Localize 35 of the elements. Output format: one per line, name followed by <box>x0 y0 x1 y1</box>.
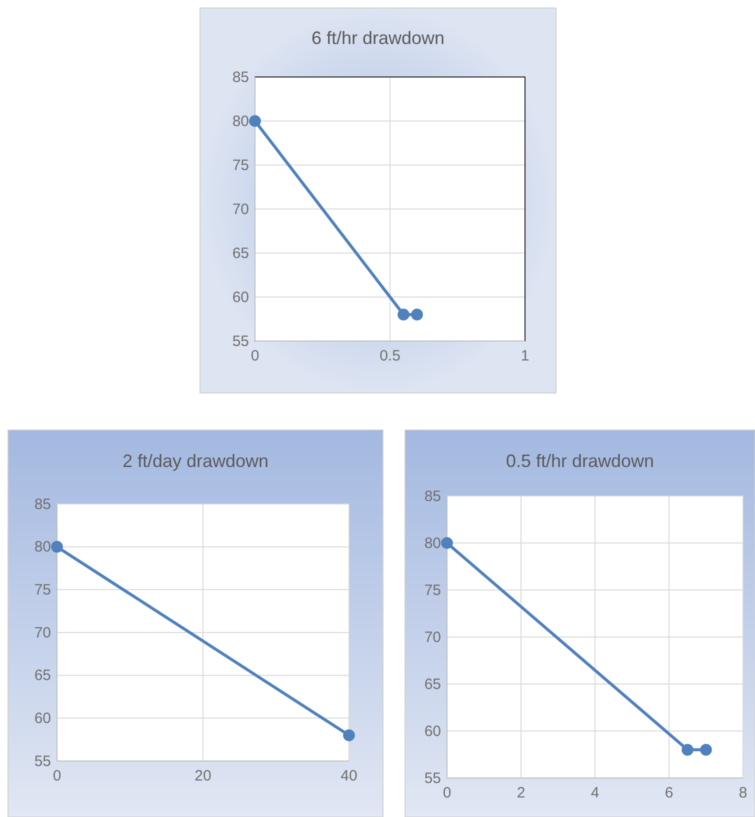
y-tick-label: 85 <box>232 68 249 86</box>
chart-title: 2 ft/day drawdown <box>122 451 269 471</box>
x-tick-label: 0 <box>250 348 260 365</box>
y-tick-label: 60 <box>232 288 249 306</box>
y-tick-label: 85 <box>34 496 51 513</box>
chart-title: 6 ft/hr drawdown <box>311 28 445 48</box>
y-tick-label: 55 <box>232 332 249 350</box>
y-tick-label: 70 <box>34 624 51 642</box>
y-tick-label: 80 <box>232 112 249 130</box>
x-tick-label: 1 <box>520 348 530 365</box>
x-tick-label: 20 <box>194 768 212 785</box>
y-tick-label: 75 <box>424 582 441 599</box>
y-tick-label: 65 <box>34 667 51 684</box>
y-tick-label: 55 <box>424 770 441 787</box>
x-tick-label: 0 <box>52 768 62 785</box>
x-tick-label: 0 <box>442 784 452 802</box>
y-tick-label: 70 <box>232 200 249 218</box>
y-tick-label: 60 <box>424 722 441 740</box>
y-tick-label: 60 <box>34 710 51 727</box>
y-tick-label: 70 <box>424 628 441 646</box>
x-tick-label: 0.5 <box>380 348 400 365</box>
x-tick-label: 6 <box>664 784 674 802</box>
x-tick-label: 4 <box>590 784 600 802</box>
y-tick-label: 75 <box>34 581 51 598</box>
y-tick-label: 75 <box>232 156 249 174</box>
y-tick-label: 80 <box>34 538 51 556</box>
x-tick-label: 40 <box>340 768 358 785</box>
x-tick-label: 8 <box>738 784 748 802</box>
y-tick-label: 80 <box>424 534 441 552</box>
y-tick-label: 55 <box>34 752 51 770</box>
y-tick-label: 65 <box>424 676 441 693</box>
chart-title: 0.5 ft/hr drawdown <box>506 451 654 471</box>
y-tick-label: 85 <box>424 488 441 505</box>
y-tick-label: 65 <box>232 244 249 262</box>
x-tick-label: 2 <box>516 784 526 802</box>
